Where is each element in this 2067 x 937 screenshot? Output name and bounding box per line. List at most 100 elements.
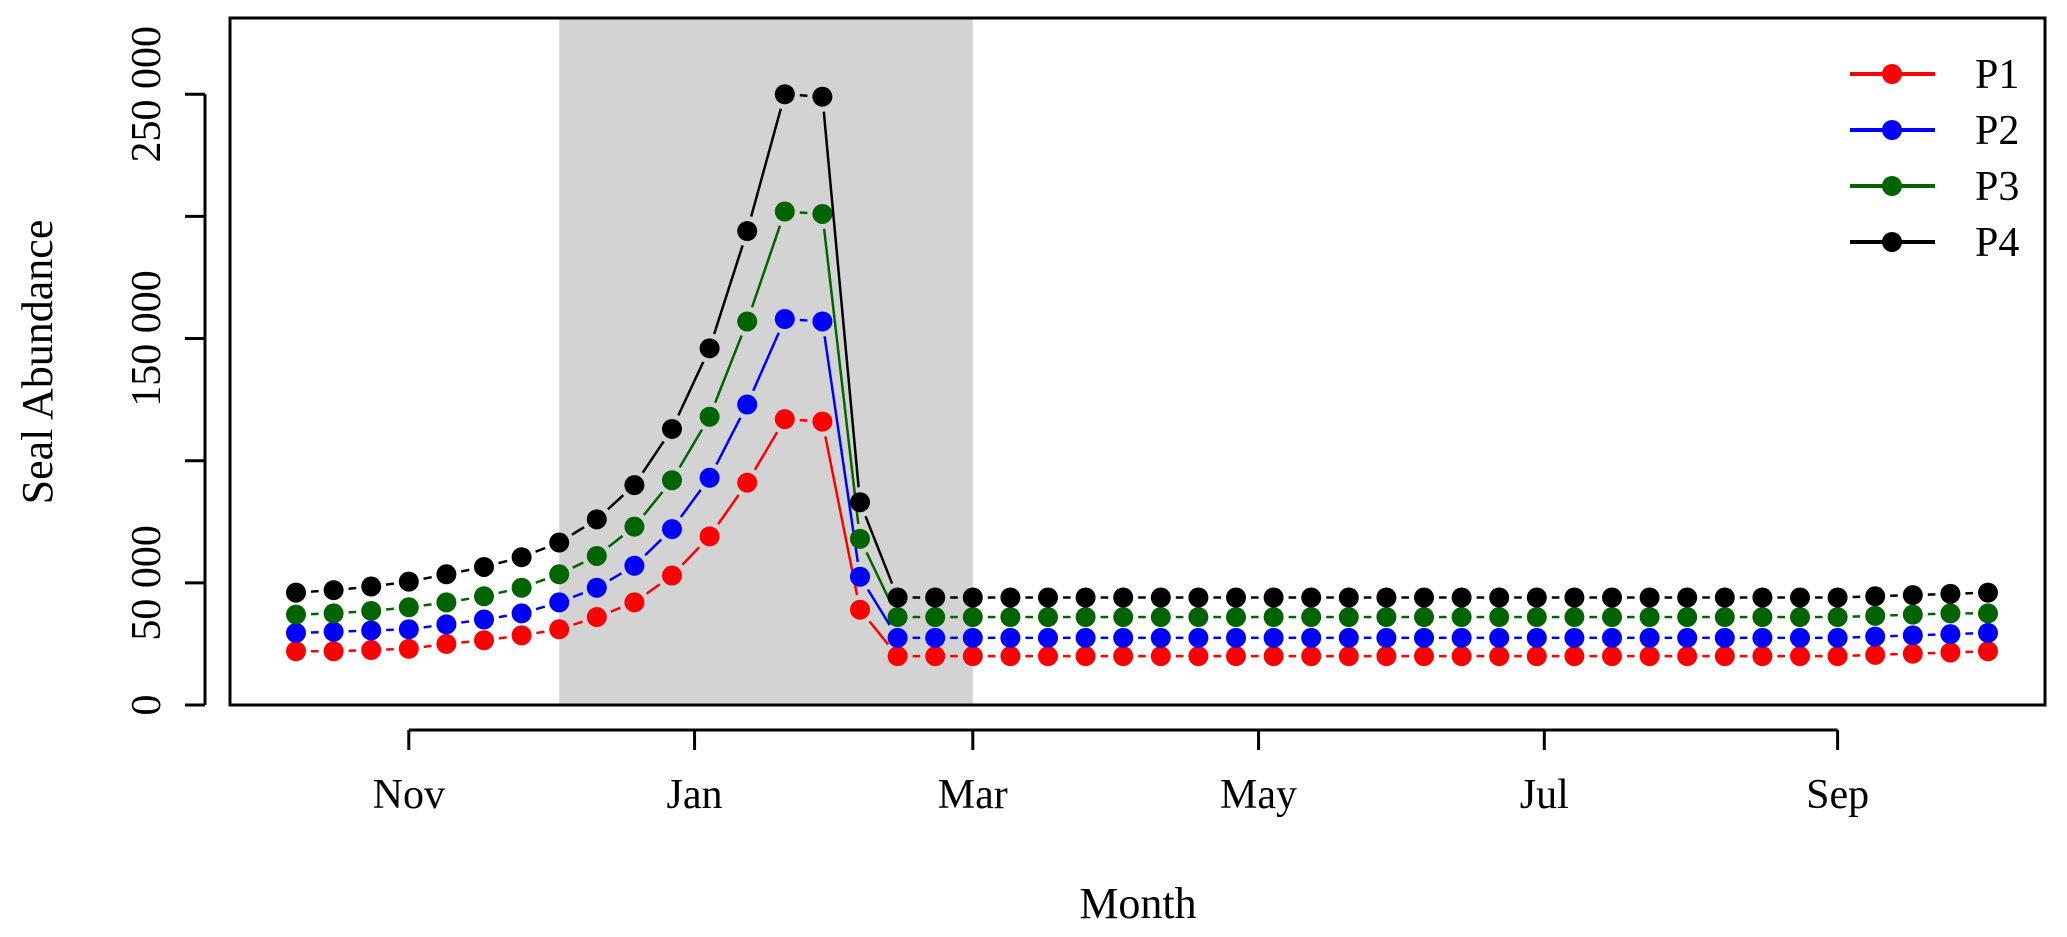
series-segment (715, 417, 742, 466)
data-point (1865, 626, 1886, 647)
data-point (812, 203, 833, 224)
data-point (1301, 607, 1322, 628)
data-point (1263, 607, 1284, 628)
series-segment (678, 428, 704, 468)
series-segment (642, 491, 664, 516)
data-point (1978, 641, 1998, 662)
data-point (1677, 646, 1698, 667)
data-point (1602, 627, 1622, 648)
series-segment (461, 597, 470, 602)
legend-marker (1882, 232, 1902, 252)
series-segment (865, 551, 893, 605)
data-point (1752, 646, 1773, 667)
series-segment (641, 440, 665, 474)
data-point (1038, 627, 1058, 648)
data-point (812, 311, 833, 332)
data-point (436, 564, 457, 585)
data-point (737, 221, 758, 242)
y-tick-label: 0 (124, 695, 170, 716)
data-point (1150, 627, 1171, 648)
data-point (1451, 646, 1472, 667)
data-point (850, 566, 870, 587)
data-point (925, 607, 946, 628)
data-point (586, 509, 607, 530)
legend-label: P3 (1975, 164, 2019, 210)
x-tick-label: May (1220, 772, 1297, 818)
data-point (1714, 587, 1735, 608)
legend-label: P4 (1975, 220, 2019, 266)
data-point (1113, 646, 1134, 667)
legend-item-p2: P2 (1850, 108, 2019, 154)
series-segment (822, 228, 860, 525)
data-point (850, 492, 870, 513)
data-point (925, 646, 946, 667)
legend-marker (1882, 64, 1902, 84)
legend-item-p4: P4 (1850, 220, 2019, 266)
data-point (1451, 627, 1472, 648)
data-point (1714, 646, 1735, 667)
series-segment (572, 561, 584, 569)
data-point (1790, 646, 1810, 667)
data-point (1113, 627, 1134, 648)
series-segment (717, 494, 740, 525)
data-point (812, 86, 833, 107)
data-point (1038, 607, 1058, 628)
data-point (1263, 627, 1284, 648)
data-point (1301, 587, 1322, 608)
data-point (1376, 607, 1397, 628)
y-tick-label: 150 000 (124, 270, 170, 407)
data-point (662, 519, 682, 540)
data-point (1075, 607, 1096, 628)
data-point (1226, 607, 1246, 628)
data-point (624, 475, 645, 496)
data-point (549, 532, 570, 553)
data-point (1827, 627, 1848, 648)
series-segment (460, 568, 470, 573)
data-point (398, 571, 419, 592)
series-segment (535, 605, 546, 611)
data-point (1865, 586, 1886, 607)
data-point (1338, 607, 1359, 628)
data-point (586, 545, 607, 566)
data-point (1526, 587, 1547, 608)
data-point (286, 622, 306, 643)
data-point (1000, 607, 1021, 628)
data-point (549, 592, 570, 613)
data-point (586, 577, 607, 598)
data-point (1714, 627, 1735, 648)
data-point (436, 614, 457, 635)
data-point (474, 586, 494, 607)
data-point (1414, 646, 1434, 667)
data-point (1301, 646, 1322, 667)
series-segment (498, 589, 508, 595)
data-point (1940, 642, 1961, 663)
data-point (1113, 607, 1134, 628)
data-point (361, 600, 382, 621)
data-point (624, 516, 645, 537)
data-point (1902, 625, 1923, 646)
data-point (1564, 607, 1585, 628)
data-point (624, 592, 645, 613)
data-point (1489, 607, 1510, 628)
x-axis: Nov Jan Mar May Jul Sep (373, 728, 1869, 818)
data-point (1639, 627, 1660, 648)
series-p1 (286, 409, 1998, 667)
data-point (1113, 587, 1134, 608)
data-point (1752, 587, 1773, 608)
series-segment (571, 526, 585, 536)
data-point (1414, 627, 1434, 648)
data-point (1338, 627, 1359, 648)
series-p2 (286, 309, 1998, 648)
data-point (323, 621, 344, 642)
data-point (624, 555, 645, 576)
series-segment (864, 515, 894, 585)
series-segment (386, 607, 394, 611)
series-segment (461, 640, 470, 644)
data-point (1677, 587, 1698, 608)
data-point (699, 338, 720, 359)
data-point (1978, 603, 1998, 624)
data-point (737, 472, 758, 493)
series-segment (749, 108, 783, 217)
data-point (1150, 646, 1171, 667)
data-point (887, 627, 908, 648)
